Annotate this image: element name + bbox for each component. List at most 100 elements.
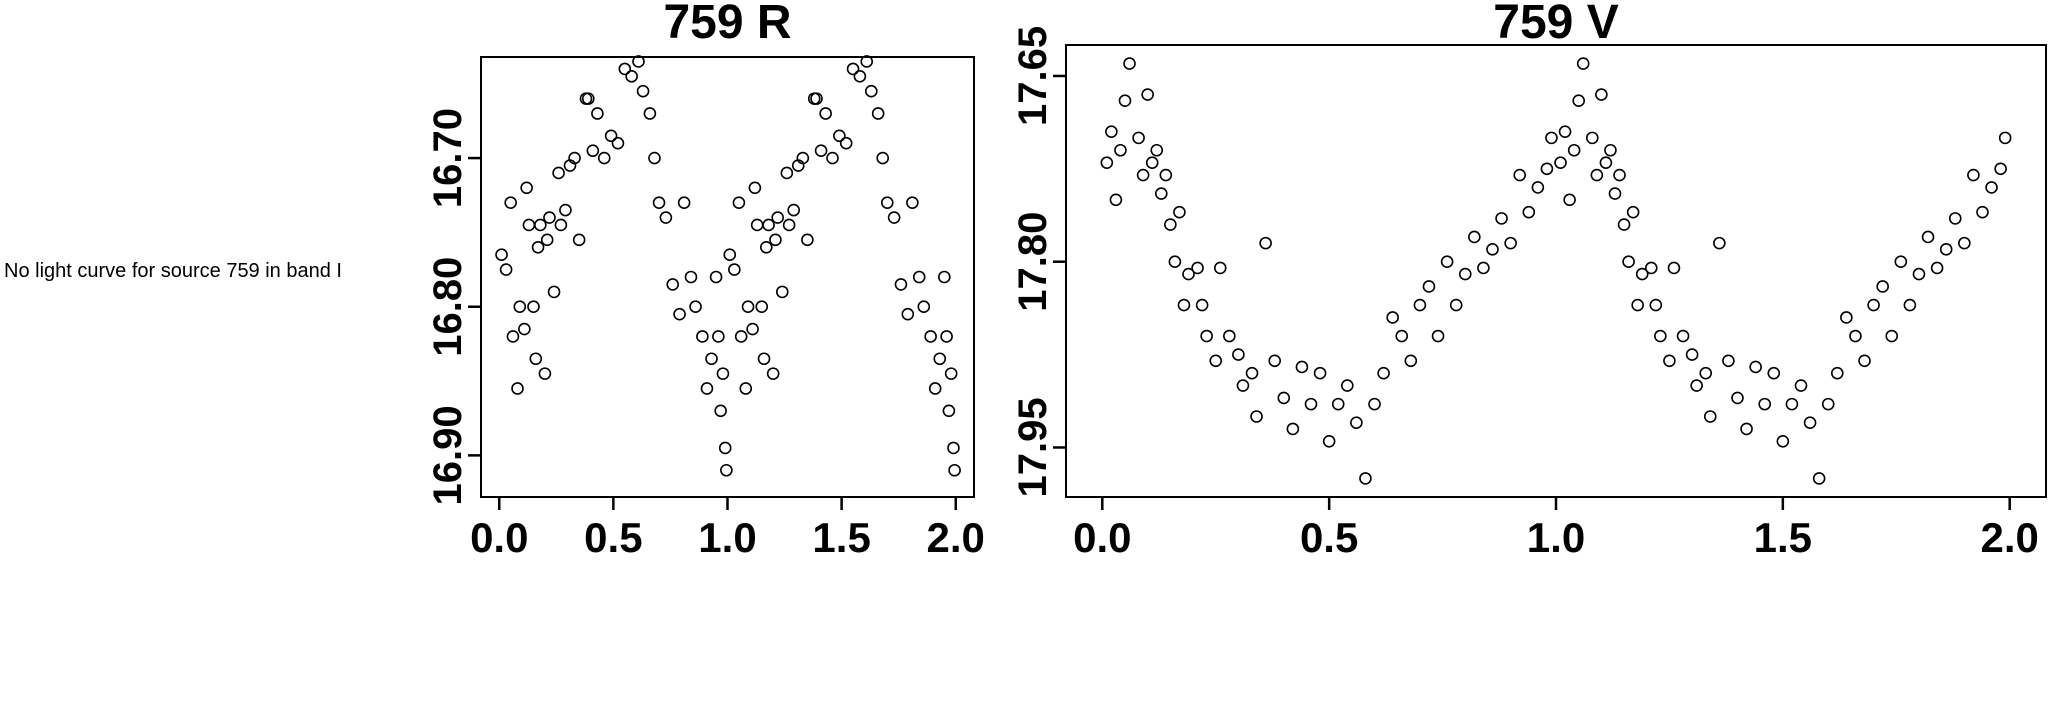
data-point-marker bbox=[1404, 354, 1418, 368]
data-point-marker bbox=[917, 300, 931, 314]
data-point-marker bbox=[554, 218, 568, 232]
x-tick-label: 1.0 bbox=[1527, 514, 1585, 561]
data-point-marker bbox=[1223, 329, 1236, 343]
data-point-marker bbox=[1840, 311, 1853, 324]
data-point-marker bbox=[1821, 397, 1835, 411]
data-point-marker bbox=[1105, 125, 1118, 138]
no-lightcurve-message: No light curve for source 759 in band I bbox=[4, 260, 342, 282]
data-point-marker bbox=[814, 144, 828, 157]
data-point-marker bbox=[625, 70, 638, 83]
data-point-marker bbox=[1377, 366, 1390, 380]
data-point-marker bbox=[1209, 354, 1223, 368]
data-point-marker bbox=[504, 196, 517, 209]
data-point-marker bbox=[1731, 391, 1744, 405]
data-point-marker bbox=[513, 300, 527, 314]
data-point-marker bbox=[527, 300, 540, 314]
data-point-marker bbox=[1213, 261, 1227, 275]
data-point-marker bbox=[1164, 218, 1177, 231]
data-point-marker bbox=[1440, 255, 1454, 269]
data-point-marker bbox=[796, 151, 810, 165]
data-point-marker bbox=[723, 248, 737, 262]
data-point-marker bbox=[1649, 298, 1663, 312]
data-point-marker bbox=[666, 278, 680, 291]
data-point-marker bbox=[876, 151, 890, 165]
data-point-marker bbox=[1613, 168, 1626, 182]
data-point-marker bbox=[940, 330, 953, 343]
data-point-marker bbox=[659, 211, 673, 224]
data-point-marker bbox=[810, 92, 823, 105]
data-point-marker bbox=[1522, 205, 1536, 219]
data-point-marker bbox=[540, 233, 554, 247]
data-point-marker bbox=[1644, 261, 1658, 275]
data-point-marker bbox=[1350, 416, 1363, 429]
data-point-marker bbox=[1685, 348, 1699, 361]
data-point-marker bbox=[728, 263, 741, 276]
data-point-marker bbox=[1154, 187, 1168, 200]
data-point-marker bbox=[741, 300, 755, 314]
y-tick-label: 17.80 bbox=[1011, 212, 1055, 312]
data-point-marker bbox=[864, 84, 878, 98]
data-point-marker bbox=[636, 84, 650, 98]
data-point-marker bbox=[1912, 267, 1926, 281]
data-point-marker bbox=[1567, 143, 1581, 157]
data-point-marker bbox=[775, 285, 789, 299]
data-point-marker bbox=[1885, 329, 1899, 343]
data-point-marker bbox=[853, 70, 867, 83]
data-point-marker bbox=[734, 330, 748, 343]
data-point-marker bbox=[597, 151, 611, 165]
data-point-marker bbox=[1359, 472, 1372, 485]
data-point-marker bbox=[780, 166, 794, 180]
data-point-marker bbox=[1531, 181, 1545, 194]
data-point-marker bbox=[1395, 329, 1409, 343]
data-point-marker bbox=[766, 367, 780, 380]
data-point-marker bbox=[705, 352, 718, 366]
data-point-marker bbox=[901, 307, 915, 321]
plot-box bbox=[1065, 44, 2047, 498]
data-point-marker bbox=[1654, 329, 1667, 343]
data-point-marker bbox=[748, 181, 762, 195]
data-point-marker bbox=[1114, 143, 1127, 157]
data-point-marker bbox=[1458, 267, 1472, 281]
data-point-marker bbox=[1513, 168, 1527, 182]
data-point-marker bbox=[1617, 218, 1631, 231]
data-point-marker bbox=[1595, 88, 1608, 101]
data-point-marker bbox=[1967, 168, 1980, 182]
data-point-marker bbox=[1590, 168, 1604, 182]
data-point-marker bbox=[648, 151, 661, 165]
data-point-marker bbox=[1635, 267, 1649, 281]
data-point-marker bbox=[1468, 230, 1481, 244]
data-point-marker bbox=[572, 233, 586, 247]
data-point-marker bbox=[552, 166, 565, 180]
data-point-marker bbox=[1576, 57, 1590, 70]
data-point-marker bbox=[1413, 298, 1427, 312]
data-point-marker bbox=[611, 136, 625, 150]
data-point-marker bbox=[871, 107, 885, 120]
data-point-marker bbox=[1495, 212, 1508, 225]
data-point-marker bbox=[1168, 255, 1182, 269]
data-point-marker bbox=[1676, 329, 1690, 343]
data-point-marker bbox=[1758, 397, 1772, 411]
data-point-marker bbox=[938, 270, 951, 284]
data-point-marker bbox=[826, 151, 839, 165]
data-point-marker bbox=[757, 352, 771, 366]
data-point-marker bbox=[1123, 57, 1136, 70]
data-point-marker bbox=[1599, 156, 1613, 169]
data-point-marker bbox=[559, 203, 572, 217]
data-point-marker bbox=[732, 196, 746, 209]
data-point-marker bbox=[712, 330, 725, 343]
chart-title: 759 R bbox=[663, 0, 791, 49]
data-point-marker bbox=[1145, 156, 1159, 169]
data-point-marker bbox=[1132, 131, 1145, 145]
data-point-marker bbox=[1150, 143, 1164, 157]
data-point-marker bbox=[1749, 360, 1762, 374]
data-point-marker bbox=[700, 382, 714, 395]
data-point-marker bbox=[746, 322, 759, 336]
data-point-marker bbox=[518, 322, 531, 336]
data-point-marker bbox=[782, 218, 796, 232]
data-point-marker bbox=[632, 55, 645, 68]
data-point-marker bbox=[1849, 329, 1862, 343]
data-point-marker bbox=[1286, 422, 1300, 436]
data-point-marker bbox=[1259, 236, 1272, 250]
